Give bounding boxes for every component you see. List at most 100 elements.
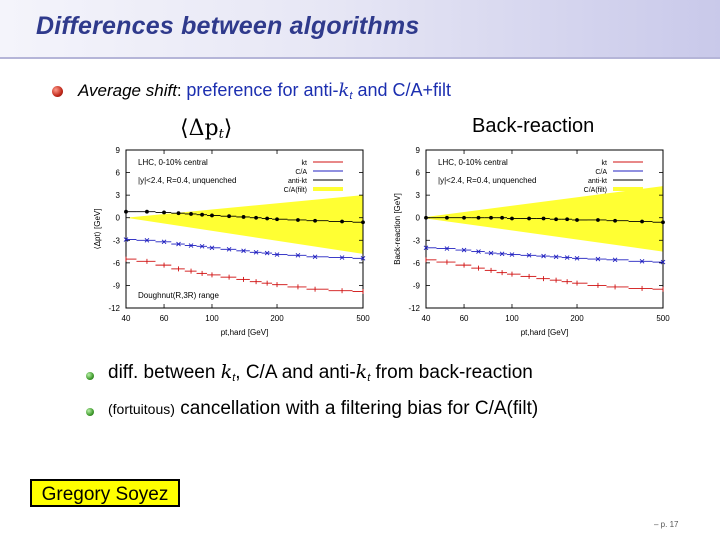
annotation: |y|<2.4, R=0.4, unquenched (138, 176, 236, 185)
x-tick-label: 100 (505, 314, 519, 323)
data-point (123, 237, 129, 242)
data-point (612, 257, 618, 263)
data-point (241, 248, 246, 254)
data-point (264, 250, 270, 256)
data-point (424, 215, 428, 220)
y-tick-label: -9 (113, 281, 121, 290)
data-point (226, 246, 232, 252)
bullet-diff: diff. between kt, C/A and anti-kt from b… (108, 361, 533, 384)
y-tick-label: -3 (413, 236, 421, 245)
data-point (596, 218, 600, 222)
data-point (312, 254, 318, 260)
x-tick-label: 60 (460, 314, 469, 323)
data-point (509, 252, 515, 257)
bullet-icon (86, 408, 94, 416)
data-point (500, 215, 504, 220)
bullet-icon (86, 372, 94, 380)
data-point (254, 215, 258, 220)
data-point (575, 218, 579, 222)
data-point (476, 249, 481, 254)
y-tick-label: -12 (108, 304, 120, 313)
y-tick-label: -3 (113, 236, 121, 245)
data-point (339, 255, 345, 260)
data-point (595, 256, 601, 262)
legend-label: kt (302, 160, 308, 167)
bullet2-k: k (220, 361, 233, 383)
author-box: Gregory Soyez (30, 479, 180, 507)
filt-uncertainty-band (126, 195, 363, 254)
x-axis-label: pt,hard [GeV] (521, 328, 569, 337)
bullet-average-shift: Average shift: preference for anti-kt an… (78, 80, 451, 102)
data-point (274, 252, 280, 257)
data-point (161, 239, 167, 245)
x-tick-label: 40 (422, 314, 431, 323)
y-tick-label: 6 (416, 169, 421, 178)
x-tick-label: 60 (160, 314, 169, 323)
data-point (541, 216, 546, 221)
data-point (499, 251, 505, 257)
data-point (445, 215, 449, 220)
data-point (188, 243, 194, 248)
data-point (210, 213, 214, 218)
label-left-sub: t (218, 127, 224, 142)
bullet3-text: cancellation with a filtering bias for C… (174, 398, 539, 419)
label-left-close: ⟩ (223, 116, 233, 141)
data-point (253, 250, 259, 255)
right-plot-label: Back-reaction (472, 115, 595, 137)
data-point (476, 215, 481, 220)
data-point (199, 243, 205, 249)
bullet-cancellation: (fortuitous) cancellation with a filteri… (108, 398, 538, 420)
left-plot-label: ⟨Δpt⟩ (180, 116, 232, 142)
x-tick-label: 200 (270, 314, 284, 323)
plot-frame (425, 149, 664, 309)
data-point (189, 212, 193, 216)
data-point (444, 246, 450, 251)
data-point (461, 247, 467, 253)
data-point (340, 219, 344, 224)
data-point (265, 216, 270, 221)
bullet-text: preference for anti-kt and C/A+filt (186, 80, 452, 102)
bullet2-b: , C/A and anti- (235, 362, 356, 383)
legend-label: C/A (595, 169, 607, 176)
legend-label: anti-kt (588, 178, 607, 185)
kt-k: k (338, 80, 350, 101)
y-tick-label: -12 (408, 304, 420, 313)
legend-label: C/A (295, 169, 307, 176)
data-point (360, 256, 366, 261)
title-bar (0, 0, 720, 58)
data-point (162, 210, 166, 215)
y-tick-label: 9 (416, 146, 421, 155)
bullet3-small: (fortuitous) (108, 401, 175, 417)
y-tick-label: -6 (413, 259, 421, 268)
y-tick-label: 3 (116, 191, 121, 200)
bullet2-a: diff. between (108, 362, 221, 383)
slide-title: Differences between algorithms (36, 12, 420, 40)
x-tick-label: 200 (570, 314, 584, 323)
x-tick-label: 100 (205, 314, 219, 323)
data-point (640, 219, 644, 224)
plot-frame (125, 149, 364, 309)
data-point (423, 245, 429, 251)
annotation: LHC, 0-10% central (438, 158, 508, 167)
data-point (554, 217, 558, 222)
bullet-text-b: and C/A+filt (352, 80, 452, 100)
data-point (527, 216, 531, 221)
legend-label: kt (602, 160, 608, 167)
title-rule (0, 57, 720, 59)
data-point (489, 215, 493, 220)
data-point (660, 259, 666, 265)
data-point (313, 218, 317, 223)
data-point (613, 218, 617, 223)
y-axis-label: Back-reaction [GeV] (393, 193, 402, 265)
data-point (176, 241, 181, 247)
data-point (145, 209, 149, 214)
data-point (574, 256, 580, 261)
data-point (661, 220, 665, 225)
bullet-icon (52, 86, 63, 97)
annotation: Doughnut(R,3R) range (138, 291, 219, 300)
x-tick-label: 500 (656, 314, 670, 323)
data-point (295, 253, 301, 258)
kt-t: t (349, 90, 353, 102)
